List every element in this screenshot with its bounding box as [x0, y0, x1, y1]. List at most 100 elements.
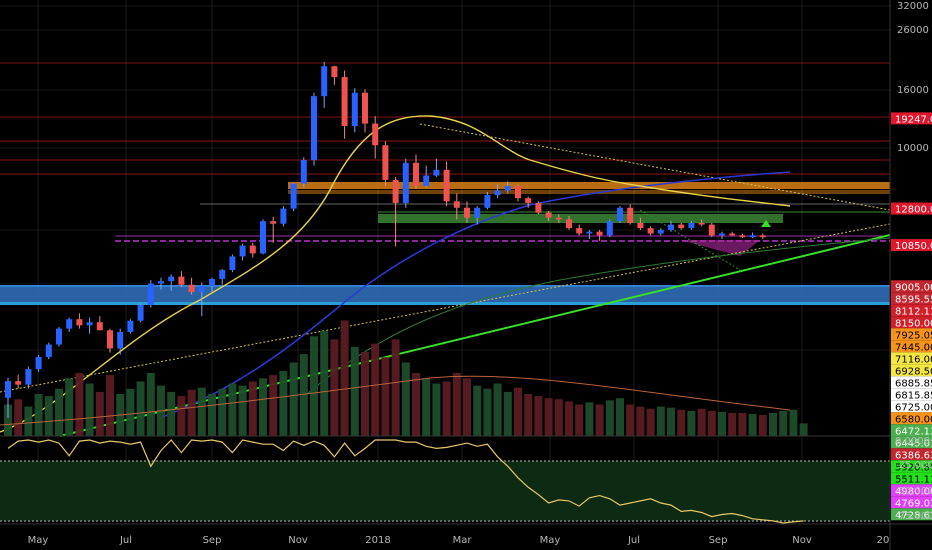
- candle: [66, 317, 73, 332]
- volume-bar: [422, 378, 431, 436]
- volume-bar: [228, 383, 237, 436]
- oscillator-axis: 0.0000 -25.0000 -50.0000 -75.0000: [895, 436, 932, 522]
- price-label: 8112.11: [891, 304, 932, 317]
- candle: [708, 222, 715, 238]
- volume-bar: [473, 385, 482, 436]
- x-tick: Nov: [288, 535, 308, 546]
- candle: [566, 216, 572, 230]
- volume-bar: [248, 381, 257, 436]
- candle: [249, 242, 256, 258]
- volume-bar: [544, 398, 553, 436]
- candle: [617, 206, 623, 223]
- volume-bar: [289, 362, 298, 436]
- price-label: 10850.00: [891, 239, 932, 252]
- price-label: 5920.85: [891, 460, 932, 473]
- volume-bar: [361, 352, 369, 436]
- triangle-marker: [761, 220, 771, 227]
- volume-bar: [34, 394, 43, 436]
- svg-text:7116.00: 7116.00: [895, 354, 932, 365]
- svg-text:9005.00: 9005.00: [895, 282, 932, 293]
- price-label: 6928.50: [891, 364, 932, 377]
- y-tick: 32000: [897, 1, 929, 12]
- candle: [96, 316, 103, 331]
- volume-bar: [789, 409, 798, 436]
- volume-bar: [707, 410, 716, 436]
- osc-tick: -75.0000: [895, 511, 932, 522]
- yellow-dotted-trendline: [0, 223, 891, 393]
- svg-text:6445.01: 6445.01: [895, 438, 932, 449]
- volume-bar: [85, 383, 94, 436]
- volume-bar: [412, 373, 420, 436]
- candle: [270, 216, 277, 243]
- osc-tick: 0.0000: [895, 436, 930, 447]
- candle: [158, 277, 164, 290]
- candle: [280, 206, 287, 227]
- price-label: 4980.00: [891, 484, 932, 497]
- oscillator-line: [7, 439, 804, 524]
- volume-bar: [197, 387, 206, 436]
- y-tick: 26000: [897, 25, 929, 36]
- volume-bar: [514, 387, 522, 436]
- svg-text:12800.01: 12800.01: [895, 205, 932, 216]
- x-tick: 2018: [365, 535, 390, 546]
- y-tick: 16000: [897, 85, 929, 96]
- candle: [209, 277, 215, 292]
- candle: [729, 231, 736, 237]
- volume-bar: [534, 396, 543, 436]
- volume-bar: [585, 402, 594, 436]
- x-tick: Jul: [627, 535, 640, 546]
- volume-bar: [697, 408, 706, 436]
- price-label: 8150.00: [891, 316, 932, 329]
- volume-bar: [208, 394, 216, 436]
- volume-bar: [565, 401, 573, 436]
- volume-bar: [381, 357, 390, 436]
- svg-text:6580.00: 6580.00: [895, 414, 932, 425]
- price-label: 6386.63: [891, 448, 932, 461]
- candle: [504, 181, 511, 194]
- oscillator-zone: [0, 461, 890, 521]
- volume-bar: [177, 396, 186, 436]
- price-label: 19247.02: [891, 112, 932, 125]
- svg-text:19247.02: 19247.02: [895, 114, 932, 125]
- volume-bar: [758, 415, 767, 436]
- volume-bar: [554, 399, 563, 436]
- candle: [178, 271, 185, 288]
- candle: [739, 233, 746, 239]
- volume-bar: [55, 388, 63, 436]
- volume-bar: [503, 391, 512, 436]
- x-tick: May: [540, 535, 561, 546]
- volume-bar: [126, 388, 135, 436]
- volume-bar: [371, 343, 380, 436]
- candle: [362, 89, 368, 133]
- yellow-moving-average: [0, 115, 791, 433]
- candle: [627, 204, 634, 225]
- svg-text:4728.61: 4728.61: [895, 510, 932, 521]
- price-label: 7445.00: [891, 340, 932, 353]
- svg-text:5920.85: 5920.85: [895, 462, 932, 473]
- candlestick-series: [5, 62, 766, 418]
- candle: [382, 141, 389, 186]
- volume-bar: [391, 339, 400, 436]
- volume-bar: [44, 396, 53, 436]
- candle: [107, 328, 113, 353]
- candle: [260, 219, 266, 255]
- volume-bar: [14, 399, 23, 436]
- volume-bar: [687, 410, 696, 436]
- volume-bar: [667, 407, 675, 436]
- candle: [443, 161, 450, 207]
- candle: [464, 201, 470, 223]
- volume-bar: [524, 394, 533, 436]
- volume-bar: [95, 391, 104, 436]
- volume-bar: [626, 404, 635, 436]
- price-label: 4728.61: [891, 508, 932, 521]
- x-tick: Sep: [203, 535, 222, 546]
- price-labels: 19247.0212800.0110850.009005.008595.5581…: [891, 112, 932, 521]
- svg-text:7445.00: 7445.00: [895, 342, 932, 353]
- candle: [525, 196, 532, 208]
- candle: [698, 219, 705, 227]
- candle: [300, 157, 307, 188]
- volume-bar: [24, 406, 33, 436]
- candle: [423, 165, 430, 188]
- volume-bar: [259, 378, 267, 436]
